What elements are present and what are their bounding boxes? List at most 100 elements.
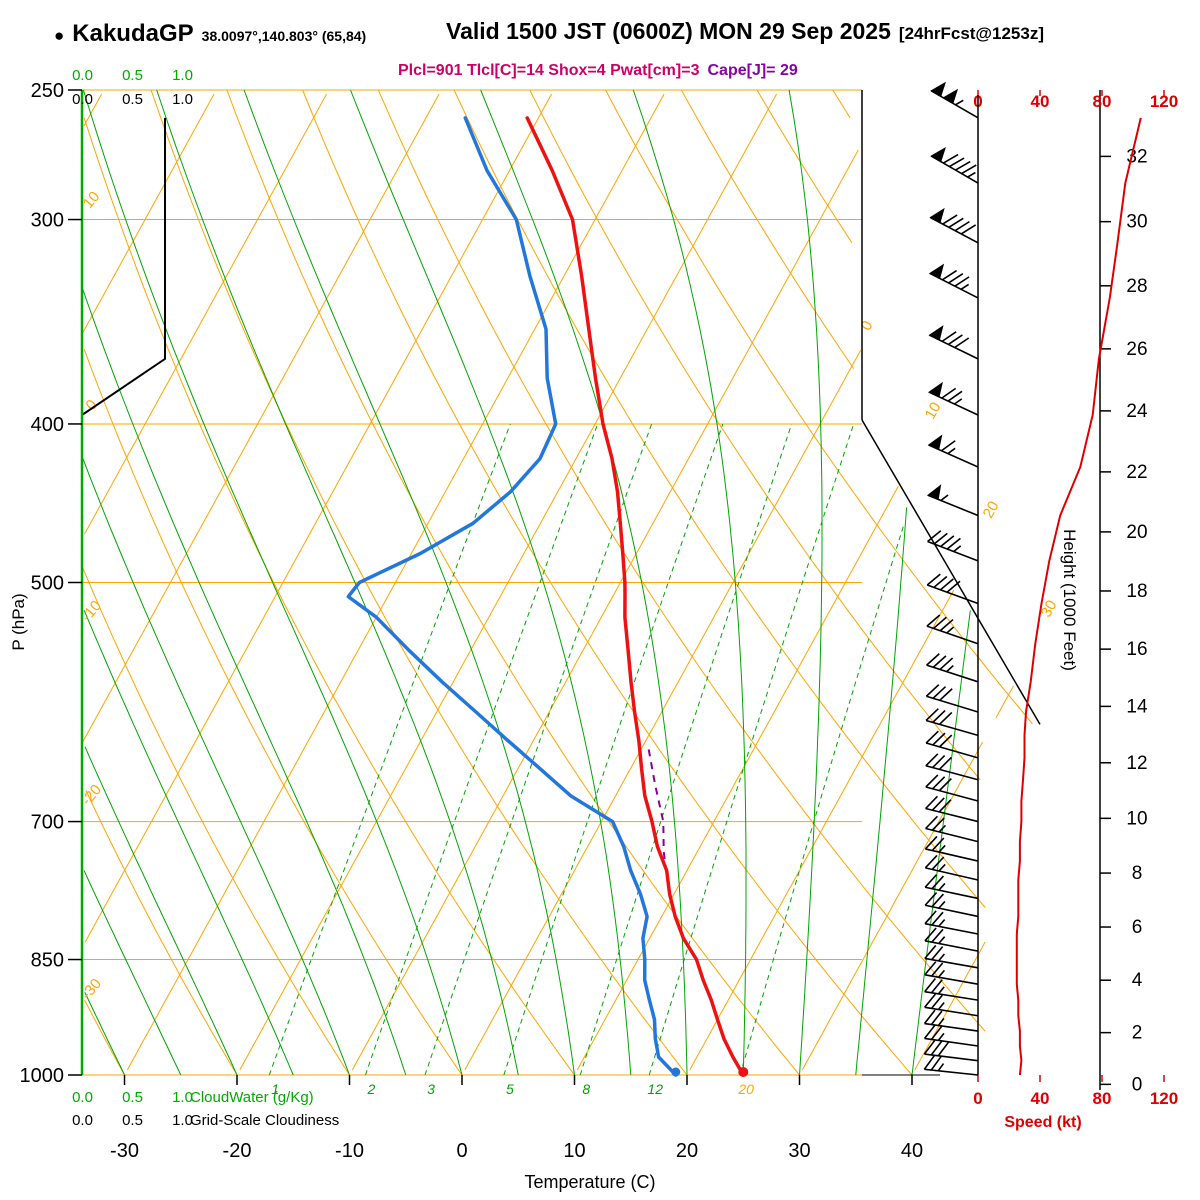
valid-time: Valid 1500 JST (0600Z) MON 29 Sep 2025 [446,18,891,44]
pressure-tick-label: 250 [31,80,64,102]
stability-parameters: Plcl=901 Tlcl[C]=14 Shox=4 Pwat[cm]=3 Ca… [398,62,798,80]
sounding-curves [346,116,749,1077]
speed-tick-label: 40 [1031,1089,1050,1108]
height-tick-label: 26 [1126,339,1147,360]
scale-tick-label: 0.5 [122,91,143,108]
station-coordinates: 38.0097°,140.803° (65,84) [201,28,367,44]
scale-tick-label: 1.0 [172,91,193,108]
plot-frame [861,90,1041,1076]
forecast-lead-tag: [24hrFcst@1253z] [898,24,1044,43]
station-name: KakudaGP [72,20,194,47]
temp-tick-label: 0 [456,1140,467,1162]
wind-barbs [923,81,979,1076]
temp-tick-label: 20 [676,1140,698,1162]
scale-tick-label: 0.5 [122,1112,143,1129]
station-bullet-icon: ● [54,26,65,45]
pressure-gridlines [82,89,862,1076]
mixing-ratio-label: 8 [582,1081,590,1097]
height-tick-label: 18 [1126,581,1147,602]
frame-right-diagonal [861,419,1041,725]
dry-adiabats [82,89,1033,1076]
params-cape: Cape[J]= 29 [707,62,798,79]
speed-profile [1015,117,1142,1076]
temp-tick-label: 40 [901,1140,923,1162]
mixing-ratio-label: 1 [271,1081,279,1097]
temperature-curve [525,116,746,1077]
isotherm-label: 20 [980,498,1003,521]
dewpoint-curve [346,116,678,1077]
mixing-ratio-label: 2 [367,1081,376,1097]
height-tick-label: 24 [1126,401,1148,422]
scale-tick-label: 0.0 [72,91,93,108]
height-tick-label: 12 [1126,753,1147,774]
height-tick-label: 14 [1126,696,1148,717]
height-tick-label: 32 [1126,146,1147,167]
temp-tick-label: 10 [563,1140,585,1162]
pressure-tick-label: 850 [31,950,64,972]
cloudiness-legend: Grid-Scale Cloudiness [190,1112,340,1129]
height-tick-label: 0 [1132,1074,1143,1095]
speed-tick-label: 0 [973,1089,982,1108]
temp-tick-label: -10 [335,1140,364,1162]
scale-tick-label: 1.0 [172,1112,193,1129]
surface-temperature-marker [738,1067,749,1077]
mixing-ratio-label: 20 [737,1081,754,1097]
height-tick-label: 28 [1126,276,1147,297]
speed-tick-label: 80 [1093,92,1112,111]
pressure-tick-label: 500 [31,573,64,595]
cloudiness-scale-bottom: 0.0 0.5 1.0 [66,1112,199,1129]
scale-tick-label: 1.0 [172,67,193,84]
cloudwater-legend: CloudWater (g/Kg) [190,1089,314,1106]
cloudiness-curve [81,117,166,416]
height-tick-label: 8 [1132,863,1143,884]
height-tick-label: 10 [1126,808,1147,829]
temp-tick-label: -20 [223,1140,252,1162]
cloudiness-scale-top: 0.0 0.5 1.0 [66,91,199,108]
height-tick-label: 30 [1126,212,1147,233]
scale-tick-label: 0.5 [122,67,143,84]
isotherms [81,93,1014,1071]
scale-tick-label: 0.5 [122,1089,143,1106]
height-axis-title: Height (1000 Feet) [1060,529,1079,671]
isotherm-label: 0 [858,318,877,334]
mixing-ratio-label: 3 [427,1081,435,1097]
scale-tick-label: 0.0 [72,1112,93,1129]
height-tick-label: 4 [1132,970,1143,991]
valid-header: Valid 1500 JST (0600Z) MON 29 Sep 2025 [… [446,18,1044,45]
cloudwater-scale-top: 0.0 0.5 1.0 [66,67,199,84]
scale-tick-label: 1.0 [172,1089,193,1106]
height-tick-label: 2 [1132,1023,1143,1044]
pressure-tick-label: 400 [31,414,64,436]
pressure-tick-label: 300 [31,210,64,232]
pressure-tick-label: 1000 [20,1065,65,1087]
mixing-ratio-lines [268,423,905,1076]
speed-tick-label: 120 [1150,1089,1178,1108]
isotherm-label: 10 [922,399,945,422]
moist-adiabats [81,89,971,1076]
height-tick-label: 20 [1126,522,1147,543]
height-tick-label: 6 [1132,917,1143,938]
mixing-ratio-label: 12 [647,1081,663,1097]
station-header: ● KakudaGP 38.0097°,140.803° (65,84) [54,20,366,48]
scale-tick-label: 0.0 [72,1089,93,1106]
speed-curve [1015,117,1142,1076]
height-tick-label: 16 [1126,639,1147,660]
surface-dewpoint-marker [671,1067,681,1077]
speed-tick-label: 120 [1150,92,1178,111]
params-main: Plcl=901 Tlcl[C]=14 Shox=4 Pwat[cm]=3 [398,62,700,79]
height-tick-label: 22 [1126,462,1147,483]
pressure-axis-title: P (hPa) [9,593,28,650]
temp-axis-title: Temperature (C) [524,1172,655,1192]
speed-tick-label: 80 [1093,1089,1112,1108]
scale-tick-label: 0.0 [72,67,93,84]
isotherm-label: 30 [1038,597,1061,620]
cloudwater-scale-bottom: 0.0 0.5 1.0 [66,1089,199,1106]
temp-tick-label: -30 [110,1140,139,1162]
speed-axis-title: Speed (kt) [1004,1114,1081,1131]
pressure-tick-label: 700 [31,812,64,834]
mixing-ratio-label: 5 [506,1081,514,1097]
